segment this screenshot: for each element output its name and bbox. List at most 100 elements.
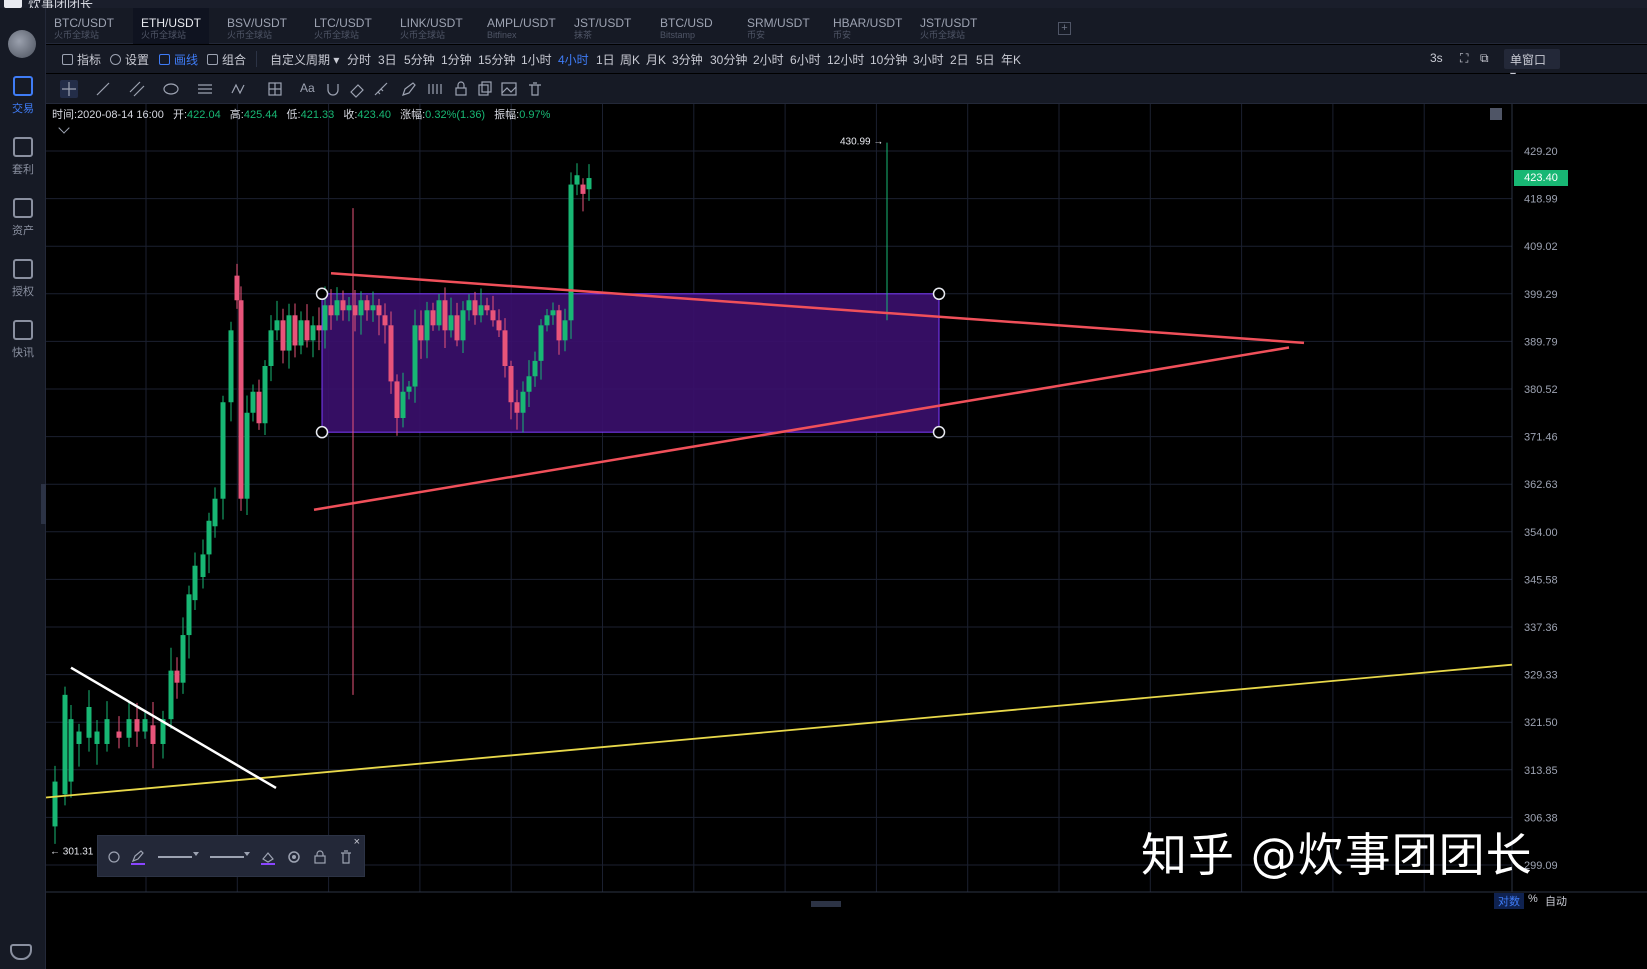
candle-body xyxy=(220,402,226,499)
wave-icon[interactable] xyxy=(230,80,248,98)
candle-body xyxy=(508,365,514,403)
custom-period-dropdown[interactable]: 自定义周期 ▾ xyxy=(270,53,340,67)
sidebar-item-news[interactable]: 快讯 xyxy=(0,314,46,370)
tab-bsv-usdt[interactable]: BSV/USDT 火币全球站 xyxy=(219,8,295,44)
lock-icon[interactable] xyxy=(312,849,328,865)
period-option[interactable]: 12小时 xyxy=(827,53,865,67)
period-option[interactable]: 15分钟 xyxy=(478,53,516,67)
chart-settings-icon[interactable] xyxy=(1490,108,1502,120)
combo-button[interactable]: 组合 xyxy=(207,51,246,68)
app-logo xyxy=(4,0,22,8)
y-tick-label: 409.02 xyxy=(1524,241,1558,253)
lock-icon[interactable] xyxy=(452,80,470,98)
trash-icon[interactable] xyxy=(526,80,544,98)
sync-icon[interactable] xyxy=(106,849,122,865)
candle-body xyxy=(526,376,532,392)
y-tick-label: 329.33 xyxy=(1524,670,1558,682)
last-price-tag: 423.40 xyxy=(1514,170,1568,186)
sidebar-item-label: 授权 xyxy=(12,286,34,298)
candle-body xyxy=(62,694,68,795)
tab-jst-usdt-mexc[interactable]: JST/USDT 抹茶 xyxy=(566,8,639,44)
tab-pair: SRM/USDT xyxy=(747,16,810,30)
eraser-icon[interactable] xyxy=(348,80,366,98)
candle-body xyxy=(168,670,174,720)
draw-button[interactable]: 画线 xyxy=(159,51,198,68)
magnet-icon[interactable] xyxy=(324,80,342,98)
log-scale-toggle[interactable]: 对数 xyxy=(1494,893,1524,909)
period-option[interactable]: 周K xyxy=(620,53,641,67)
period-option[interactable]: 2日 xyxy=(950,53,969,67)
crosshair-icon[interactable] xyxy=(60,80,78,98)
line-width-select[interactable] xyxy=(158,856,192,858)
period-option[interactable]: 6小时 xyxy=(790,53,821,67)
ellipse-icon[interactable] xyxy=(162,80,180,98)
image-icon[interactable] xyxy=(500,80,518,98)
candlestick-chart[interactable]: 429.20 418.99 409.02 399.29 389.79 380.52 371.… xyxy=(46,104,1647,969)
low-label: 低: xyxy=(286,109,301,121)
period-option[interactable]: 分时 xyxy=(347,53,372,67)
period-option[interactable]: 3分钟 xyxy=(672,53,703,67)
horizontal-lines-icon[interactable] xyxy=(196,80,214,98)
close-icon[interactable]: × xyxy=(353,836,360,848)
candle-body xyxy=(280,320,286,351)
period-option[interactable]: 2小时 xyxy=(753,53,784,67)
period-option[interactable]: 1分钟 xyxy=(441,53,472,67)
percent-scale-toggle[interactable]: % xyxy=(1528,893,1538,905)
pattern-icon[interactable] xyxy=(426,80,444,98)
copy-icon[interactable] xyxy=(476,80,494,98)
chevron-down-icon[interactable] xyxy=(193,852,199,856)
gear-icon[interactable] xyxy=(286,849,302,865)
trash-icon[interactable] xyxy=(338,849,354,865)
tab-srm-usdt[interactable]: SRM/USDT 币安 xyxy=(739,8,818,44)
add-tab-button[interactable]: + xyxy=(1058,22,1071,35)
sidebar-item-arbitrage[interactable]: 套利 xyxy=(0,131,46,187)
chevron-down-icon[interactable] xyxy=(244,852,250,856)
chart-canvas[interactable]: 429.20 418.99 409.02 399.29 389.79 380.52 371.… xyxy=(46,104,1647,969)
tab-ampl-usdt[interactable]: AMPL/USDT Bitfinex xyxy=(479,8,564,44)
screenshot-icon[interactable]: ⧉ xyxy=(1480,51,1489,65)
tab-jst-usdt-huobi[interactable]: JST/USDT 火币全球站 xyxy=(912,8,985,44)
sidebar-item-auth[interactable]: 授权 xyxy=(0,253,46,309)
tab-btc-usdt[interactable]: BTC/USDT 火币全球站 xyxy=(46,8,122,44)
text-tool[interactable]: Aa xyxy=(300,81,315,95)
period-option[interactable]: 3小时 xyxy=(913,53,944,67)
parallel-lines-icon[interactable] xyxy=(128,80,146,98)
indicator-button[interactable]: 指标 xyxy=(62,51,101,68)
period-option-active[interactable]: 4小时 xyxy=(558,53,589,67)
settings-button[interactable]: 设置 xyxy=(110,51,149,68)
period-option[interactable]: 月K xyxy=(646,53,667,67)
tab-ltc-usdt[interactable]: LTC/USDT 火币全球站 xyxy=(306,8,380,44)
auto-scale-toggle[interactable]: 自动 xyxy=(1545,896,1567,908)
diamond-icon[interactable] xyxy=(10,944,32,960)
tab-hbar-usdt[interactable]: HBAR/USDT 币安 xyxy=(825,8,910,44)
period-option[interactable]: 1小时 xyxy=(521,53,552,67)
period-option[interactable]: 5日 xyxy=(976,53,995,67)
period-option[interactable]: 5分钟 xyxy=(404,53,435,67)
measure-grid-icon[interactable] xyxy=(266,80,284,98)
trendline-icon[interactable] xyxy=(94,80,112,98)
tab-eth-usdt[interactable]: ETH/USDT 火币全球站 xyxy=(133,8,209,44)
fullscreen-icon[interactable]: ⛶ xyxy=(1460,51,1469,65)
candle-body xyxy=(370,305,376,311)
candle-body xyxy=(358,300,364,316)
pen-icon[interactable] xyxy=(400,80,418,98)
refresh-interval[interactable]: 3s xyxy=(1430,51,1443,65)
tab-btc-usd[interactable]: BTC/USD Bitstamp xyxy=(652,8,721,44)
period-option[interactable]: 30分钟 xyxy=(710,53,748,67)
tab-link-usdt[interactable]: LINK/USDT 火币全球站 xyxy=(392,8,471,44)
candle-body xyxy=(562,320,568,341)
ruler-icon[interactable] xyxy=(372,80,390,98)
color-pen-icon[interactable] xyxy=(130,849,146,865)
window-mode-select[interactable]: 单窗口 ▾ xyxy=(1504,49,1560,82)
period-option[interactable]: 3日 xyxy=(378,53,397,67)
period-option[interactable]: 10分钟 xyxy=(870,53,908,67)
period-option[interactable]: 1日 xyxy=(596,53,615,67)
line-style-select[interactable] xyxy=(210,856,244,858)
sidebar-item-assets[interactable]: 资产 xyxy=(0,192,46,248)
period-option[interactable]: 年K xyxy=(1001,53,1022,67)
fill-color-icon[interactable] xyxy=(260,849,276,865)
sidebar-item-trade[interactable]: 交易 xyxy=(0,70,46,126)
resistance-line xyxy=(70,666,277,790)
candle-body xyxy=(52,781,58,827)
sidebar-collapse-handle[interactable] xyxy=(41,484,47,524)
